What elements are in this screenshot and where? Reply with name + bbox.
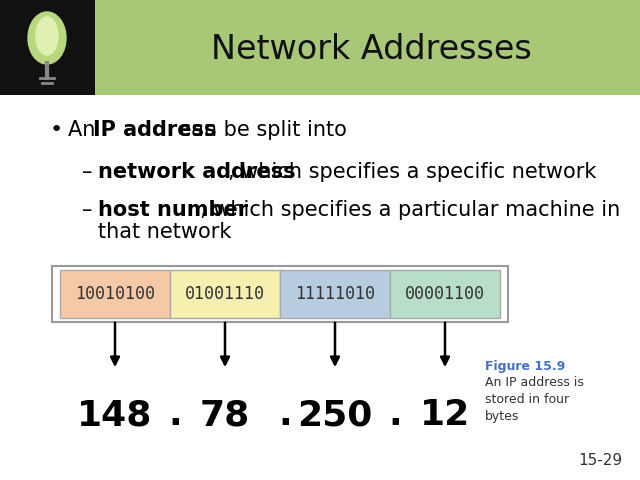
Text: 250: 250 xyxy=(298,398,372,432)
Text: 01001110: 01001110 xyxy=(185,285,265,303)
Text: 11111010: 11111010 xyxy=(295,285,375,303)
Text: •: • xyxy=(50,120,63,140)
Bar xyxy=(280,270,390,318)
Text: Network Addresses: Network Addresses xyxy=(211,33,532,66)
Text: 12: 12 xyxy=(420,398,470,432)
Text: .: . xyxy=(168,398,182,432)
Text: An IP address is
stored in four
bytes: An IP address is stored in four bytes xyxy=(485,376,584,423)
Bar xyxy=(60,270,170,318)
Text: IP address: IP address xyxy=(93,120,216,140)
Text: .: . xyxy=(388,398,402,432)
Text: 15-29: 15-29 xyxy=(578,453,622,468)
Bar xyxy=(52,266,508,322)
Text: network address: network address xyxy=(98,162,296,182)
Text: , which specifies a particular machine in: , which specifies a particular machine i… xyxy=(200,200,620,220)
Text: 148: 148 xyxy=(77,398,153,432)
Text: host number: host number xyxy=(98,200,248,220)
Text: 00001100: 00001100 xyxy=(405,285,485,303)
Text: An: An xyxy=(68,120,102,140)
Bar xyxy=(0,0,640,95)
Bar xyxy=(390,270,500,318)
Ellipse shape xyxy=(36,17,58,55)
Text: can be split into: can be split into xyxy=(173,120,347,140)
Text: that network: that network xyxy=(98,222,232,242)
Text: –: – xyxy=(82,200,92,220)
Bar xyxy=(170,270,280,318)
Text: 78: 78 xyxy=(200,398,250,432)
Bar xyxy=(0,0,95,95)
Text: 10010100: 10010100 xyxy=(75,285,155,303)
Ellipse shape xyxy=(28,12,66,64)
Text: –: – xyxy=(82,162,92,182)
Text: .: . xyxy=(278,398,292,432)
Text: Figure 15.9: Figure 15.9 xyxy=(485,360,565,373)
Text: , which specifies a specific network: , which specifies a specific network xyxy=(228,162,596,182)
